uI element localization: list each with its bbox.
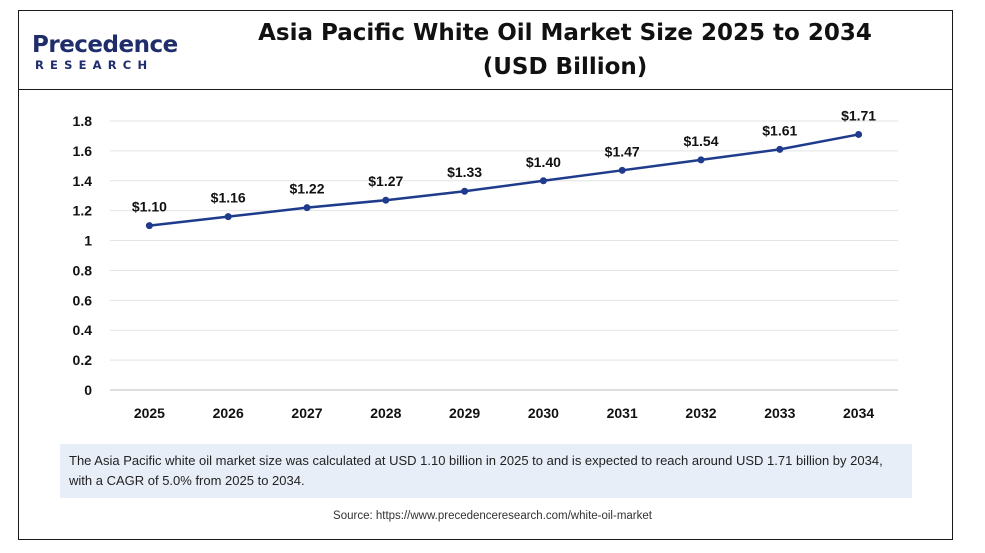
y-tick-label: 1: [84, 233, 92, 249]
x-tick-label: 2030: [528, 405, 559, 421]
data-label: $1.16: [211, 190, 246, 206]
x-tick-label: 2026: [213, 405, 244, 421]
y-tick-label: 0: [84, 382, 92, 398]
data-point: [461, 187, 469, 195]
summary-note: The Asia Pacific white oil market size w…: [60, 444, 912, 498]
brand-logo: Precedence RESEARCH: [32, 32, 182, 78]
x-tick-label: 2025: [134, 405, 165, 421]
data-label: $1.10: [132, 199, 167, 215]
data-label: $1.22: [289, 181, 324, 197]
data-point: [776, 145, 784, 153]
y-tick-label: 1.8: [73, 113, 93, 129]
brand-subtitle: RESEARCH: [35, 58, 154, 72]
data-label: $1.54: [683, 133, 718, 149]
y-tick-label: 1.6: [73, 143, 93, 159]
x-tick-label: 2029: [449, 405, 480, 421]
y-tick-label: 0.6: [73, 292, 93, 308]
data-label: $1.27: [368, 173, 403, 189]
data-label: $1.71: [841, 107, 876, 123]
brand-name: Precedence: [32, 32, 178, 58]
header-divider: [18, 89, 953, 90]
chart-title: Asia Pacific White Oil Market Size 2025 …: [240, 16, 890, 84]
y-tick-label: 1.2: [73, 203, 93, 219]
x-tick-label: 2034: [843, 405, 874, 421]
x-tick-label: 2028: [370, 405, 401, 421]
data-point: [382, 196, 390, 204]
y-tick-label: 1.4: [73, 173, 93, 189]
data-point: [855, 130, 863, 138]
data-label: $1.47: [605, 143, 640, 159]
data-label: $1.61: [762, 122, 797, 138]
data-point: [145, 222, 153, 230]
y-tick-label: 0.4: [73, 322, 93, 338]
x-tick-label: 2031: [607, 405, 638, 421]
y-tick-label: 0.8: [73, 262, 93, 278]
chart-title-line2: (USD Billion): [482, 54, 648, 80]
chart-title-line1: Asia Pacific White Oil Market Size 2025 …: [258, 20, 872, 46]
data-point: [697, 156, 705, 164]
data-point: [539, 177, 547, 185]
data-point: [303, 204, 311, 212]
x-tick-label: 2032: [685, 405, 716, 421]
x-tick-label: 2027: [291, 405, 322, 421]
source-text: Source: https://www.precedenceresearch.c…: [333, 510, 652, 522]
data-point: [224, 213, 232, 221]
y-tick-label: 0.2: [73, 352, 93, 368]
series-line: [149, 133, 859, 227]
data-label: $1.33: [447, 164, 482, 180]
data-point: [618, 166, 626, 174]
x-tick-label: 2033: [764, 405, 795, 421]
data-label: $1.40: [526, 154, 561, 170]
